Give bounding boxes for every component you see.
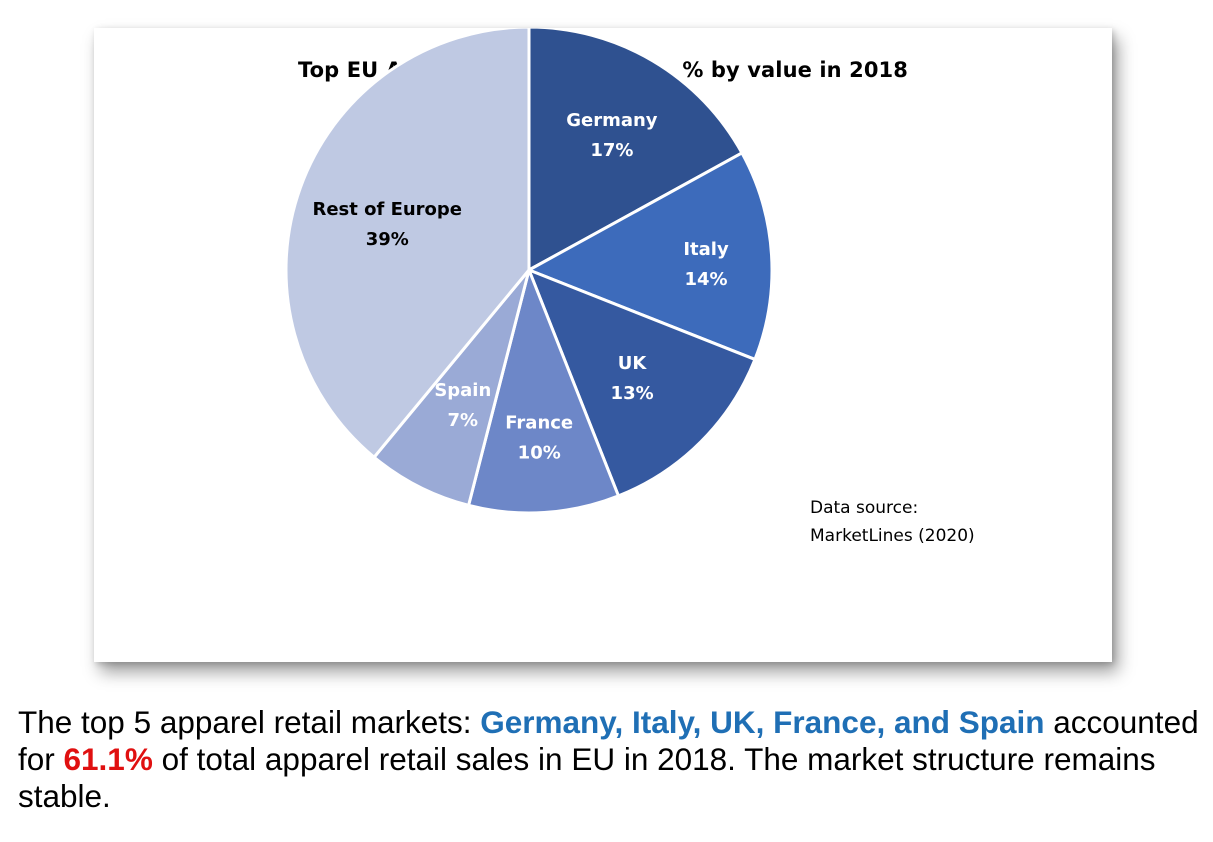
caption-part1: The top 5 apparel retail markets: [18,704,481,740]
pie-slice-italy [527,151,774,361]
pie-slice-rest-of-europe [284,28,531,459]
caption-part3: of total apparel retail sales in EU in 2… [18,741,1156,814]
pie-label-italy: Italy 14% [683,239,729,290]
pie-chart: Germany 17% Italy 14% UK 13% France 10% Spain 7% R… [284,28,774,515]
chart-card: Top EU Apparel Retail Markets , % by val… [94,28,1112,662]
caption: The top 5 apparel retail markets: German… [18,704,1208,815]
data-source-line1: Data source: [810,498,919,518]
pie-slice-uk [527,268,757,498]
pie-label-uk: UK 13% [611,353,654,404]
caption-highlight-share: 61.1% [63,741,153,777]
caption-highlight-countries: Germany, Italy, UK, France, and Spain [480,704,1045,740]
data-source-line2: MarketLines (2020) [810,526,975,546]
pie-slice-spain [372,268,531,507]
caption-part2: accounted for [18,704,1199,777]
pie-slice-germany [527,28,744,272]
pie-slice-france [467,268,620,515]
data-source: Data source: MarketLines (2020) [810,494,975,550]
pie-label-france: France 10% [505,412,573,463]
pie-label-rest-of-europe: Rest of Europe 39% [312,199,462,250]
pie-label-germany: Germany 17% [566,110,658,161]
pie-label-spain: Spain 7% [434,380,491,431]
